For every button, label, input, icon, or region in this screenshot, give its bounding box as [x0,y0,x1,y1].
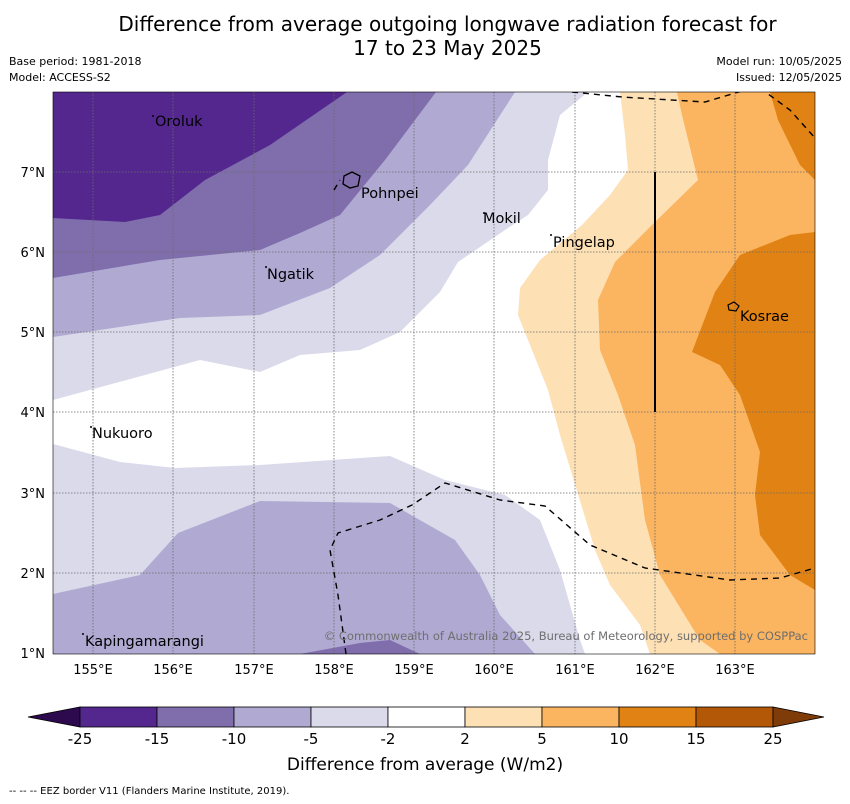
x-tick-158: 158°E [314,663,354,678]
x-tick-157: 157°E [234,663,274,678]
y-tick-6n: 6°N [21,246,46,261]
label-ngatik: Ngatik [267,267,315,283]
nukuoro-marker [90,426,92,428]
label-pohnpei: Pohnpei [361,186,419,202]
colorbar-segment [618,706,697,728]
pingelap-marker [550,234,552,236]
label-kosrae: Kosrae [740,309,789,325]
eez-border [329,92,815,654]
y-axis-labels: 7°N 6°N 5°N 4°N 3°N 2°N 1°N [21,166,46,662]
title-line-1: Difference from average outgoing longwav… [118,12,777,36]
atoll-markers [82,115,552,635]
kosrae-island-outline [727,301,740,312]
band-dark-orange [770,92,815,180]
colorbar-tick-label: -2 [380,730,396,748]
band-dark-orange-east [692,232,815,590]
colorbar-segment [541,706,620,728]
meta-right: Model run: 10/05/2025 Issued: 12/05/2025 [716,54,842,86]
y-tick-5n: 5°N [21,326,46,341]
map-title: Difference from average outgoing longwav… [0,12,850,60]
colorbar-tick-label: 10 [609,730,629,748]
label-pingelap: Pingelap [553,235,615,251]
colorbar-tick-label: 15 [686,730,706,748]
colorbar-segment [464,706,543,728]
eez-footer-note: -- -- -- EEZ border V11 (Flanders Marine… [9,786,290,797]
colorbar-tick-label: -10 [221,730,247,748]
colorbar-tick-label: -15 [144,730,170,748]
label-mokil: Mokil [483,211,521,227]
colorbar-tick-label: -5 [303,730,319,748]
title-line-2: 17 to 23 May 2025 [353,36,542,60]
label-kapingamarangi: Kapingamarangi [85,634,204,650]
colorbar-extend-high [772,706,825,728]
copyright-notice: © Commonwealth of Australia 2025, Bureau… [324,629,808,643]
colorbar-title: Difference from average (W/m2) [286,755,564,775]
label-nukuoro: Nukuoro [92,426,153,442]
band-purple-south [300,640,420,654]
x-tick-156: 156°E [153,663,193,678]
y-tick-1n: 1°N [21,647,46,662]
pohnpei-island-outline [342,171,361,189]
oroluk-marker [152,115,154,117]
colorbar-segment [695,706,774,728]
x-tick-155: 155°E [73,663,113,678]
x-tick-162: 162°E [635,663,675,678]
colorbar-segment [156,706,235,728]
colorbar-tick-label: 25 [763,730,783,748]
colorbar-segment [387,706,466,728]
ngatik-marker [265,266,267,268]
colorbar-tick-label: 2 [460,730,470,748]
band-mid-purple-south [53,501,535,654]
model-run: Model run: 10/05/2025 [716,55,842,68]
colorbar-segment [310,706,389,728]
base-period: Base period: 1981-2018 [9,55,142,68]
x-axis-labels: 155°E 156°E 157°E 158°E 159°E 160°E 161°… [73,663,755,678]
y-tick-7n: 7°N [21,166,46,181]
y-tick-2n: 2°N [21,567,46,582]
colorbar-segment [233,706,312,728]
x-tick-161: 161°E [555,663,595,678]
model-name: Model: ACCESS-S2 [9,71,111,84]
meta-left: Base period: 1981-2018 Model: ACCESS-S2 [9,54,141,86]
colorbar-segment [79,706,158,728]
y-tick-4n: 4°N [21,406,46,421]
band-dark-purple-north [53,92,347,222]
x-tick-163: 163°E [715,663,755,678]
colorbar [27,706,825,728]
kapingamarangi-marker [82,633,84,635]
label-oroluk: Oroluk [155,114,203,130]
colorbar-tick-label: 5 [537,730,547,748]
map-frame [52,91,816,655]
colorbar-extend-low [27,706,81,728]
x-tick-159: 159°E [394,663,434,678]
x-tick-160: 160°E [474,663,514,678]
y-tick-3n: 3°N [21,487,46,502]
anomaly-field [53,92,815,654]
issued-date: Issued: 12/05/2025 [735,71,842,84]
colorbar-tick-label: -25 [67,730,93,748]
mokil-marker [483,212,485,214]
